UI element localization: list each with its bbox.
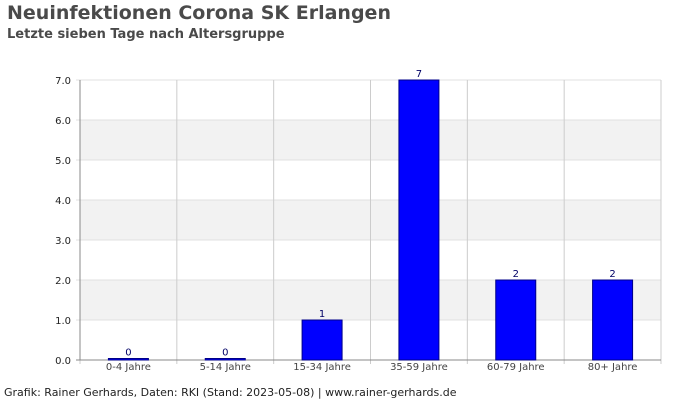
bar	[301, 319, 343, 361]
x-tick-label: 0-4 Jahre	[106, 362, 151, 373]
y-tick-label: 6.0	[55, 116, 71, 127]
chart-footer: Grafik: Rainer Gerhards, Daten: RKI (Sta…	[4, 386, 457, 399]
bar-data-label: 1	[319, 309, 325, 320]
bar-data-label: 7	[416, 69, 422, 80]
y-tick-label: 1.0	[55, 316, 71, 327]
y-tick-label: 7.0	[55, 76, 71, 87]
y-tick-label: 0.0	[55, 356, 71, 367]
bar	[398, 79, 440, 361]
y-tick-label: 2.0	[55, 276, 71, 287]
bar-data-label: 0	[125, 348, 131, 359]
bar	[204, 358, 246, 361]
bar	[107, 358, 149, 361]
y-tick-label: 4.0	[55, 196, 71, 207]
x-tick-label: 80+ Jahre	[588, 362, 638, 373]
bar-data-label: 0	[222, 348, 228, 359]
bar-data-label: 2	[513, 269, 519, 280]
y-tick-label: 3.0	[55, 236, 71, 247]
chart-title: Neuinfektionen Corona SK Erlangen	[7, 2, 391, 24]
bar	[592, 279, 634, 361]
x-tick-label: 15-34 Jahre	[293, 362, 351, 373]
x-tick-label: 35-59 Jahre	[390, 362, 448, 373]
x-tick-label: 5-14 Jahre	[200, 362, 251, 373]
bar	[495, 279, 537, 361]
bar-data-label: 2	[609, 269, 615, 280]
x-tick-label: 60-79 Jahre	[487, 362, 545, 373]
y-tick-label: 5.0	[55, 156, 71, 167]
chart-subtitle: Letzte sieben Tage nach Altersgruppe	[7, 27, 285, 42]
